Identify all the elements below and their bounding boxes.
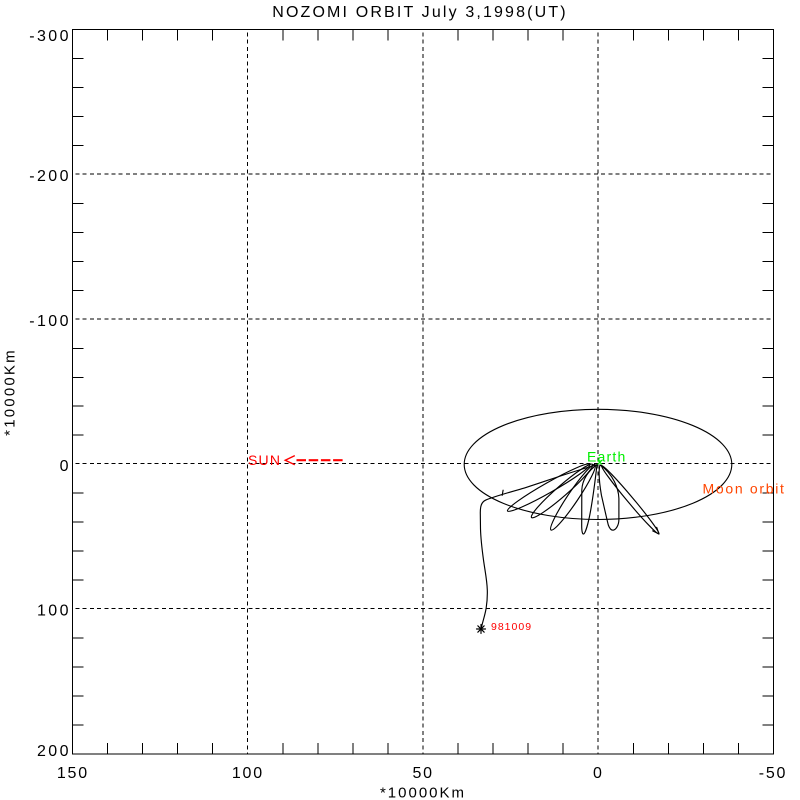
svg-text:Moon orbit: Moon orbit [703, 481, 786, 497]
svg-text:*10000Km: *10000Km [380, 785, 466, 800]
svg-text:50: 50 [412, 765, 433, 782]
svg-text:150: 150 [57, 765, 89, 782]
svg-text:-100: -100 [29, 313, 71, 330]
svg-text:-300: -300 [29, 28, 71, 45]
svg-text:0: 0 [593, 765, 604, 782]
svg-text:-50: -50 [759, 765, 788, 782]
svg-text:981009: 981009 [491, 621, 532, 633]
svg-text:100: 100 [37, 603, 71, 620]
svg-text:100: 100 [232, 765, 264, 782]
svg-text:0: 0 [60, 458, 71, 475]
svg-text:SUN: SUN [248, 452, 281, 468]
svg-text:*10000Km: *10000Km [2, 348, 19, 436]
svg-text:-200: -200 [29, 168, 71, 185]
svg-text:NOZOMI ORBIT July 3,1998(UT): NOZOMI ORBIT July 3,1998(UT) [272, 4, 568, 21]
svg-text:200: 200 [37, 743, 71, 760]
svg-text:Earth: Earth [587, 449, 626, 465]
